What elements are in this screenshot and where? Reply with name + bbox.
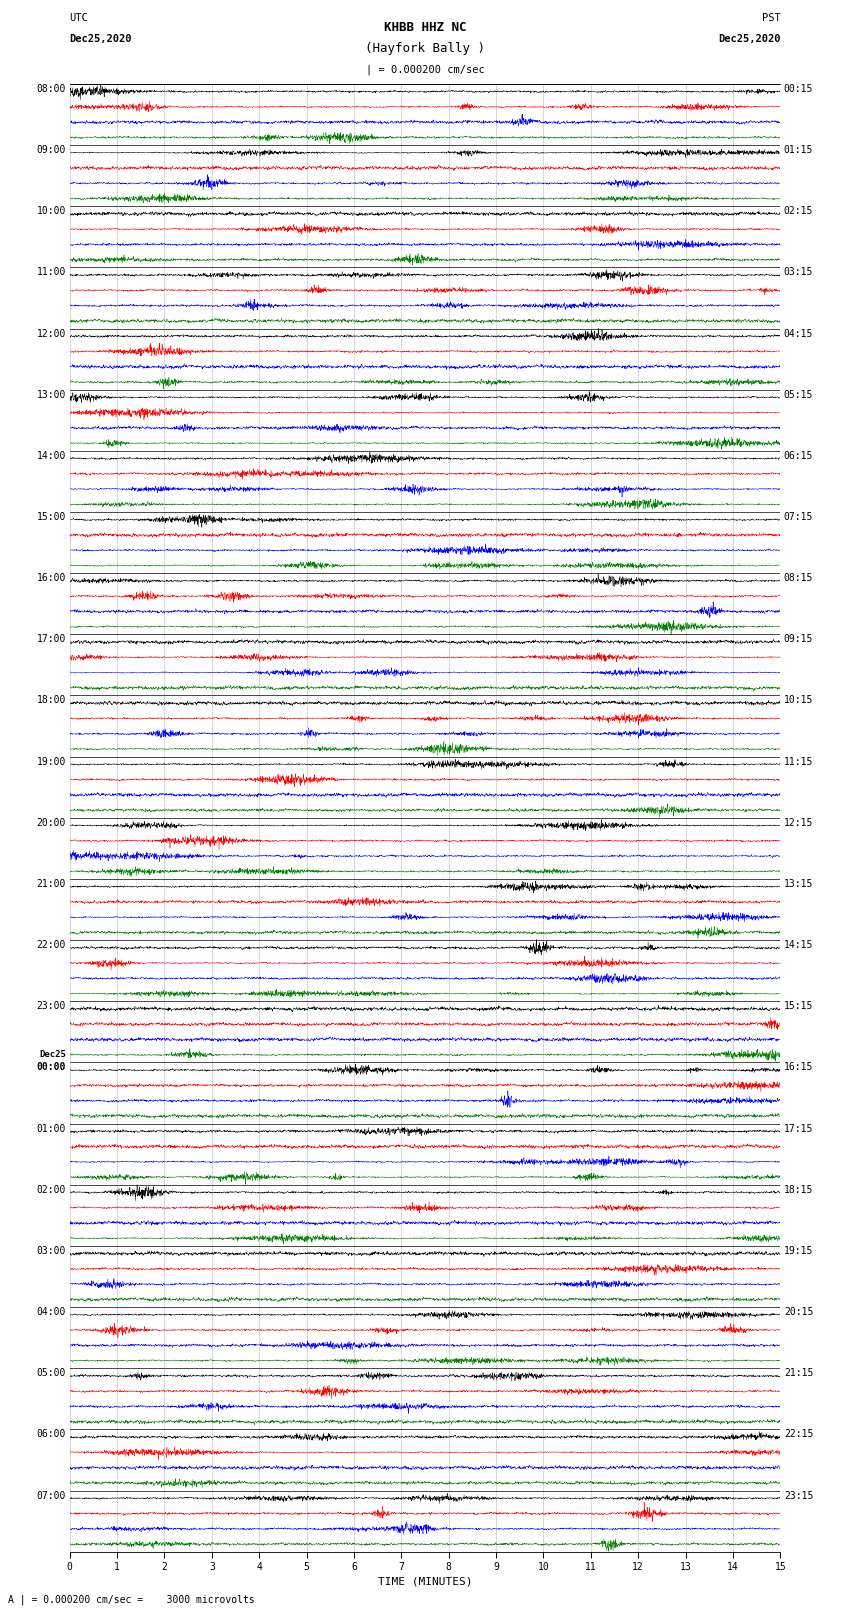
Text: 05:00: 05:00 — [37, 1368, 66, 1378]
Text: 18:00: 18:00 — [37, 695, 66, 705]
Text: 23:15: 23:15 — [784, 1490, 813, 1500]
Text: 00:00: 00:00 — [37, 1063, 66, 1073]
Text: 06:00: 06:00 — [37, 1429, 66, 1439]
Text: 03:00: 03:00 — [37, 1245, 66, 1257]
Text: (Hayfork Bally ): (Hayfork Bally ) — [365, 42, 485, 55]
Text: Dec25,2020: Dec25,2020 — [70, 34, 133, 44]
Text: 04:00: 04:00 — [37, 1307, 66, 1318]
Text: 11:00: 11:00 — [37, 268, 66, 277]
Text: 06:15: 06:15 — [784, 450, 813, 461]
Text: 13:00: 13:00 — [37, 390, 66, 400]
Text: 07:00: 07:00 — [37, 1490, 66, 1500]
Text: | = 0.000200 cm/sec: | = 0.000200 cm/sec — [366, 65, 484, 76]
Text: 01:00: 01:00 — [37, 1124, 66, 1134]
Text: 22:00: 22:00 — [37, 940, 66, 950]
Text: 02:00: 02:00 — [37, 1184, 66, 1195]
Text: 14:15: 14:15 — [784, 940, 813, 950]
Text: 22:15: 22:15 — [784, 1429, 813, 1439]
Text: 04:15: 04:15 — [784, 329, 813, 339]
Text: 05:15: 05:15 — [784, 390, 813, 400]
Text: 21:15: 21:15 — [784, 1368, 813, 1378]
Text: 14:00: 14:00 — [37, 450, 66, 461]
Text: 00:15: 00:15 — [784, 84, 813, 94]
Text: PST: PST — [762, 13, 780, 23]
X-axis label: TIME (MINUTES): TIME (MINUTES) — [377, 1576, 473, 1586]
Text: 03:15: 03:15 — [784, 268, 813, 277]
Text: A | = 0.000200 cm/sec =    3000 microvolts: A | = 0.000200 cm/sec = 3000 microvolts — [8, 1594, 255, 1605]
Text: 12:15: 12:15 — [784, 818, 813, 827]
Text: Dec25: Dec25 — [39, 1050, 66, 1060]
Text: 20:15: 20:15 — [784, 1307, 813, 1318]
Text: UTC: UTC — [70, 13, 88, 23]
Text: 12:00: 12:00 — [37, 329, 66, 339]
Text: 23:00: 23:00 — [37, 1002, 66, 1011]
Text: 15:00: 15:00 — [37, 511, 66, 523]
Text: 02:15: 02:15 — [784, 206, 813, 216]
Text: 10:15: 10:15 — [784, 695, 813, 705]
Text: 13:15: 13:15 — [784, 879, 813, 889]
Text: 08:15: 08:15 — [784, 573, 813, 584]
Text: 15:15: 15:15 — [784, 1002, 813, 1011]
Text: 18:15: 18:15 — [784, 1184, 813, 1195]
Text: 09:00: 09:00 — [37, 145, 66, 155]
Text: 16:00: 16:00 — [37, 573, 66, 584]
Text: 16:15: 16:15 — [784, 1063, 813, 1073]
Text: 10:00: 10:00 — [37, 206, 66, 216]
Text: 07:15: 07:15 — [784, 511, 813, 523]
Text: 17:00: 17:00 — [37, 634, 66, 644]
Text: KHBB HHZ NC: KHBB HHZ NC — [383, 21, 467, 34]
Text: 01:15: 01:15 — [784, 145, 813, 155]
Text: 20:00: 20:00 — [37, 818, 66, 827]
Text: Dec25,2020: Dec25,2020 — [717, 34, 780, 44]
Text: 19:00: 19:00 — [37, 756, 66, 766]
Text: 09:15: 09:15 — [784, 634, 813, 644]
Text: 17:15: 17:15 — [784, 1124, 813, 1134]
Text: 21:00: 21:00 — [37, 879, 66, 889]
Text: 08:00: 08:00 — [37, 84, 66, 94]
Text: 19:15: 19:15 — [784, 1245, 813, 1257]
Text: 11:15: 11:15 — [784, 756, 813, 766]
